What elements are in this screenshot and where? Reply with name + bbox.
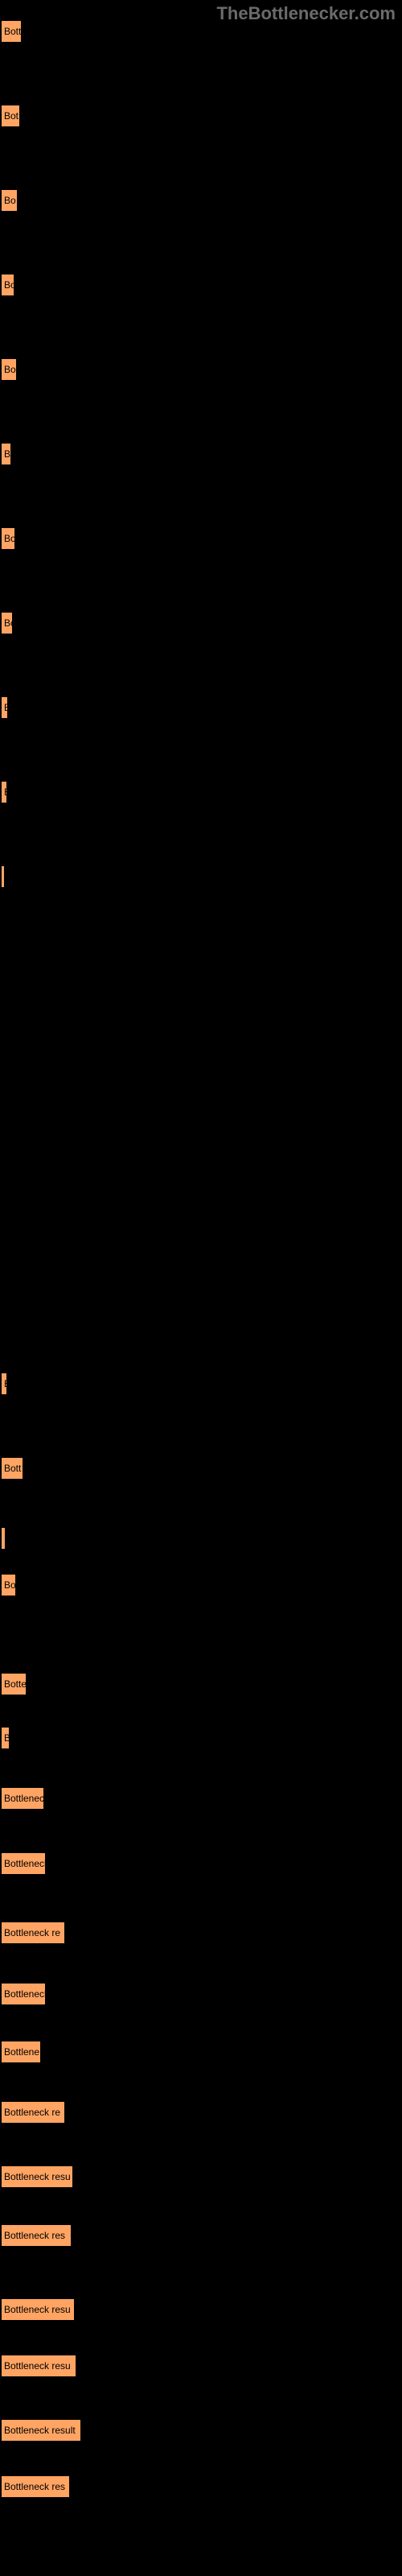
chart-area: Bott Bot Bo Bo Bo B Bo Bo B B B Bott Bo Botte B Bottlen… [0,19,402,2531]
bar-19: Bottleneck re [0,1921,66,1945]
bar-5: B [0,442,12,466]
bar-25: Bottleneck resu [0,2297,76,2322]
bar-12: Bott [0,1456,24,1480]
bar-4: Bo [0,357,18,382]
bar-13 [0,1526,6,1550]
bar-27: Bottleneck result [0,2418,82,2442]
bar-9: B [0,780,8,804]
bar-17: Bottleneck [0,1786,45,1810]
bar-26: Bottleneck resu [0,2354,77,2378]
bar-10 [0,865,6,889]
bar-11: B [0,1372,8,1396]
bar-23: Bottleneck resu [0,2165,74,2189]
bar-7: Bo [0,611,14,635]
bar-21: Bottlene [0,2040,42,2064]
bar-28: Bottleneck res [0,2475,71,2499]
bar-22: Bottleneck re [0,2100,66,2124]
bar-3: Bo [0,273,15,297]
bar-1: Bot [0,104,21,128]
bar-6: Bo [0,526,16,551]
bar-20: Bottleneck [0,1982,47,2006]
bar-0: Bott [0,19,23,43]
bar-16: B [0,1726,10,1750]
bar-14: Bo [0,1573,17,1597]
bar-2: Bo [0,188,18,213]
bar-18: Bottleneck [0,1852,47,1876]
bar-15: Botte [0,1672,27,1696]
bar-24: Bottleneck res [0,2223,72,2248]
bar-8: B [0,696,9,720]
